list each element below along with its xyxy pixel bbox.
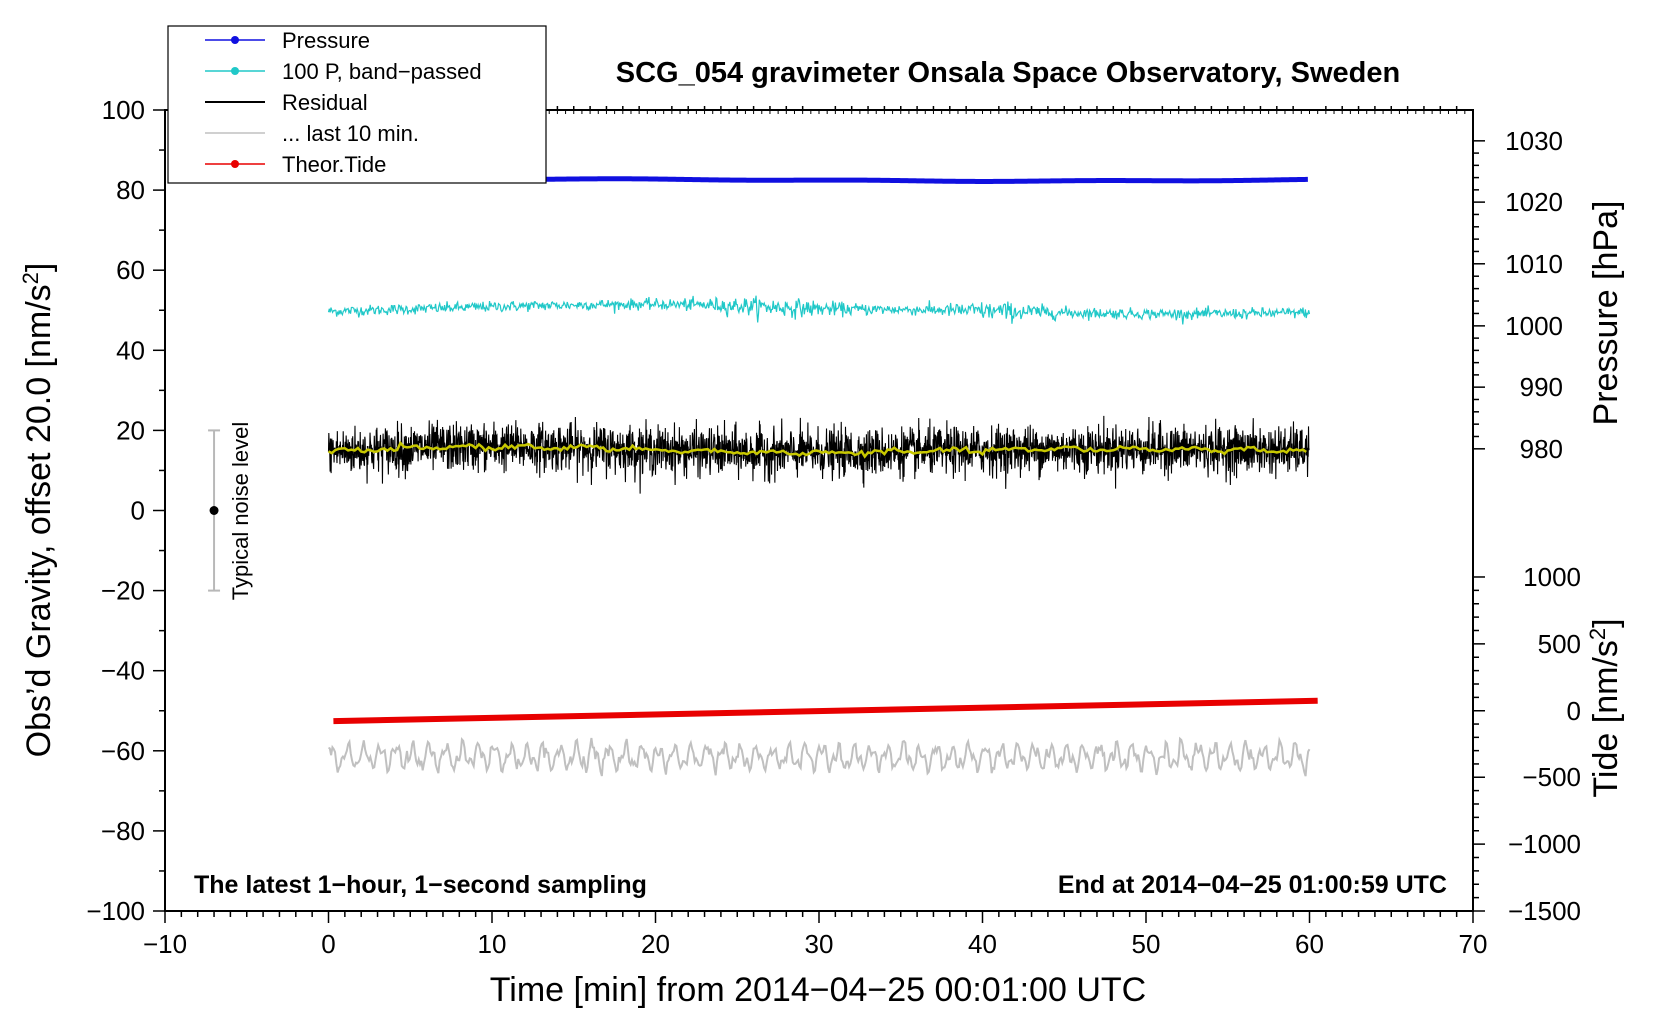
tide-tick-label: 1000 (1523, 562, 1581, 592)
y-tick-label: 80 (116, 175, 145, 205)
y-axis-label-pressure: Pressure [hPa] (1587, 201, 1625, 426)
legend: Pressure 100 P, band−passed Residual ... la… (167, 25, 547, 184)
y-tick-label: 100 (102, 95, 145, 125)
y-tick-label: −40 (101, 656, 145, 686)
tide-tick-label: −500 (1522, 762, 1581, 792)
legend-swatch-marker (231, 160, 239, 168)
pressure-tick-labels: 1030 1020 1010 1000 990 980 (1505, 126, 1563, 464)
tide-tick-label: 500 (1538, 629, 1581, 659)
x-tick-label: 40 (968, 929, 997, 959)
pressure-tick-label: 1000 (1505, 311, 1563, 341)
series-residual-smoothed (327, 440, 1307, 459)
legend-swatch-marker (231, 67, 239, 75)
x-tick-label: 20 (641, 929, 670, 959)
tide-tick-labels: 1000 500 0 −500 −1000 −1500 (1508, 562, 1581, 926)
y-tick-label: −20 (101, 576, 145, 606)
series-theoretical-tide (333, 697, 1318, 725)
legend-label: Residual (282, 90, 368, 115)
x-tick-label: 10 (478, 929, 507, 959)
series-pressure-bandpassed (327, 295, 1311, 325)
legend-label: Pressure (282, 28, 370, 53)
x-tick-label: 70 (1459, 929, 1488, 959)
pressure-tick-label: 980 (1520, 434, 1563, 464)
y-axis-label-tide: Tide [nm/s2] (1585, 618, 1626, 797)
noise-level-label: Typical noise level (228, 422, 253, 601)
y-axis-label-left: Obs’d Gravity, offset 20.0 [nm/s2] (18, 263, 59, 758)
annotation-end-time: End at 2014−04−25 01:00:59 UTC (1058, 871, 1447, 899)
pressure-tick-label: 990 (1520, 372, 1563, 402)
legend-label: ... last 10 min. (282, 121, 419, 146)
x-tick-label: 50 (1132, 929, 1161, 959)
y-tick-label: 40 (116, 335, 145, 365)
x-tick-label: 60 (1295, 929, 1324, 959)
annotation-sampling: The latest 1−hour, 1−second sampling (194, 871, 647, 899)
y-tick-label: −60 (101, 736, 145, 766)
x-tick-label: 30 (805, 929, 834, 959)
x-axis-label: Time [min] from 2014−04−25 00:01:00 UTC (490, 971, 1146, 1009)
x-tick-label: −10 (143, 929, 187, 959)
y-tick-label: −100 (86, 896, 145, 926)
tide-tick-label: 0 (1567, 696, 1581, 726)
legend-swatch-marker (231, 36, 239, 44)
series-last-10-min (328, 736, 1311, 777)
tide-tick-label: −1000 (1508, 829, 1581, 859)
legend-label: Theor.Tide (282, 152, 386, 177)
noise-level-indicator: Typical noise level (208, 422, 253, 601)
x-tick-label: 0 (321, 929, 335, 959)
y-tick-label: 20 (116, 415, 145, 445)
y-tick-label: −80 (101, 816, 145, 846)
tide-tick-label: −1500 (1508, 896, 1581, 926)
y-tick-label: 60 (116, 255, 145, 285)
pressure-tick-label: 1020 (1505, 187, 1563, 217)
legend-box (167, 25, 547, 184)
noise-bar-center-dot (209, 506, 219, 515)
pressure-tick-label: 1030 (1505, 126, 1563, 156)
x-tick-labels: −10 0 10 20 30 40 50 60 70 (143, 929, 1488, 959)
chart-title: SCG_054 gravimeter Onsala Space Observat… (616, 57, 1400, 89)
pressure-tick-label: 1010 (1505, 249, 1563, 279)
y-tick-label: 0 (131, 496, 145, 526)
y-tick-labels: 100 80 60 40 20 0 −20 −40 −60 −80 −100 (86, 95, 145, 926)
legend-label: 100 P, band−passed (282, 59, 482, 84)
